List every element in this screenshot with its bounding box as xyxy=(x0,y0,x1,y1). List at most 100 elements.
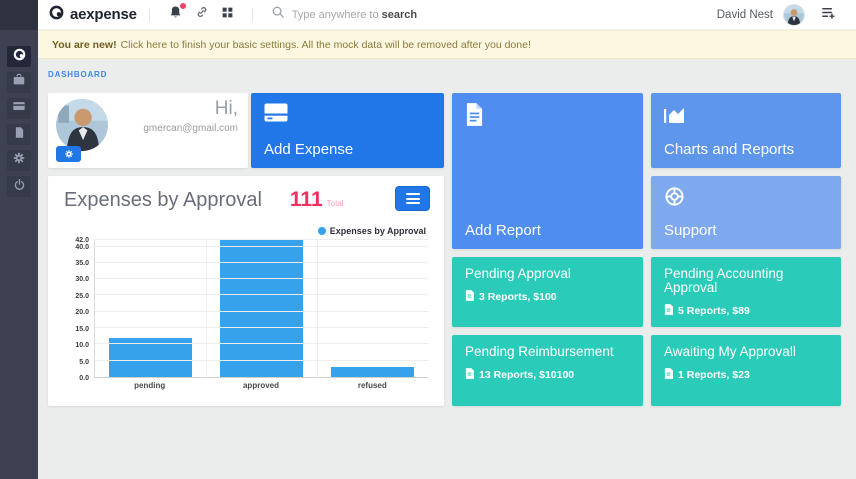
links-button[interactable] xyxy=(195,5,209,24)
document-icon xyxy=(664,304,673,318)
pending-accounting-approval-tile[interactable]: Pending Accounting Approval 5 Reports, $… xyxy=(651,257,841,327)
user-email: gmercan@gmail.com xyxy=(143,123,238,134)
x-tick-label: pending xyxy=(134,381,166,390)
topbar: aexpense Type anywhere to search xyxy=(38,0,856,30)
sidebar-item-reports[interactable] xyxy=(7,124,31,145)
apps-button[interactable] xyxy=(221,6,234,24)
charts-and-reports-tile[interactable]: Charts and Reports xyxy=(651,93,841,168)
y-tick-label: 0.0 xyxy=(79,375,89,382)
status-detail: 3 Reports, $100 xyxy=(465,290,630,304)
sidebar-item-dashboard[interactable] xyxy=(7,46,31,67)
y-tick-label: 42.0 xyxy=(75,237,89,244)
power-icon xyxy=(13,178,26,196)
bar-approved xyxy=(219,240,304,377)
chart-bars xyxy=(95,240,428,377)
report-file-icon xyxy=(13,126,26,144)
document-icon xyxy=(465,290,474,304)
chart-total-value: 111 xyxy=(289,188,323,211)
document-icon xyxy=(465,103,630,131)
gear-icon xyxy=(64,147,74,162)
status-detail: 1 Reports, $23 xyxy=(664,368,828,382)
status-title: Pending Approval xyxy=(465,266,571,281)
sidebar-item-logout[interactable] xyxy=(7,176,31,197)
profile-photo xyxy=(56,99,108,151)
quick-add-button[interactable] xyxy=(821,5,836,25)
sidebar-top-block xyxy=(0,0,38,30)
search-placeholder: Type anywhere to search xyxy=(291,8,418,21)
status-detail: 5 Reports, $89 xyxy=(664,304,828,318)
y-tick-label: 25.0 xyxy=(75,292,89,300)
chart-x-labels: pending approved refused xyxy=(94,381,428,390)
support-tile[interactable]: Support xyxy=(651,176,841,249)
search-input[interactable]: Type anywhere to search xyxy=(271,5,417,24)
status-title: Pending Accounting Approval xyxy=(664,266,784,296)
user-avatar[interactable] xyxy=(783,3,805,26)
gear-icon xyxy=(12,151,26,170)
y-tick-label: 10.0 xyxy=(75,342,89,350)
main-content: DASHBOARD Hi, gmercan@gmail.com xyxy=(38,59,856,479)
pending-reimbursement-tile[interactable]: Pending Reimbursement 13 Reports, $10100 xyxy=(452,335,643,406)
divider xyxy=(148,7,150,22)
status-title: Awaiting My Approvall xyxy=(664,344,796,359)
bar-refused xyxy=(330,367,415,377)
chart-menu-button[interactable] xyxy=(395,186,430,211)
profile-settings-button[interactable] xyxy=(56,146,81,162)
pending-approval-tile[interactable]: Pending Approval 3 Reports, $100 xyxy=(452,257,643,327)
add-report-tile[interactable]: Add Report xyxy=(452,93,643,249)
chart-legend: Expenses by Approval xyxy=(64,226,428,236)
sidebar-item-trips[interactable] xyxy=(7,72,31,93)
x-tick-label: approved xyxy=(242,381,279,390)
tile-label: Add Expense xyxy=(264,141,354,158)
awaiting-my-approval-tile[interactable]: Awaiting My Approvall 1 Reports, $23 xyxy=(651,335,841,406)
tile-label: Charts and Reports xyxy=(664,141,795,158)
link-icon xyxy=(195,5,209,24)
brand-name: aexpense xyxy=(70,6,137,23)
bell-icon xyxy=(168,5,183,25)
y-tick-label: 20.0 xyxy=(75,309,89,317)
expenses-chart-card: Expenses by Approval 111 Total Expenses … xyxy=(48,176,444,406)
y-tick-label: 35.0 xyxy=(75,260,89,267)
greeting-text: Hi, xyxy=(214,98,238,119)
sidebar xyxy=(0,0,38,479)
credit-card-icon xyxy=(12,99,26,118)
search-icon xyxy=(271,5,285,24)
area-chart-icon xyxy=(664,103,828,128)
chart-title: Expenses by Approval xyxy=(64,189,262,211)
alert-emphasis: You are new! xyxy=(52,38,117,51)
notifications-button[interactable] xyxy=(168,1,187,25)
notification-badge xyxy=(178,1,187,10)
tile-label: Add Report xyxy=(465,222,541,239)
add-expense-tile[interactable]: Add Expense xyxy=(251,93,444,168)
profile-card: Hi, gmercan@gmail.com xyxy=(48,93,248,168)
credit-card-icon xyxy=(264,103,431,127)
tile-label: Support xyxy=(664,222,717,239)
brand-logo-icon xyxy=(48,4,65,26)
welcome-alert[interactable]: You are new! Click here to finish your b… xyxy=(38,30,856,59)
life-ring-icon xyxy=(664,186,828,212)
grid-icon xyxy=(221,6,234,24)
user-name[interactable]: David Nest xyxy=(716,8,773,21)
alert-message: Click here to finish your basic settings… xyxy=(120,38,531,51)
y-tick-label: 15.0 xyxy=(75,325,89,333)
y-tick-label: 30.0 xyxy=(75,276,89,284)
sidebar-item-settings[interactable] xyxy=(7,150,31,171)
status-title: Pending Reimbursement xyxy=(465,344,614,359)
divider xyxy=(251,7,253,22)
chart-plot xyxy=(94,239,428,378)
y-tick-label: 40.0 xyxy=(75,243,89,251)
legend-dot xyxy=(317,227,326,235)
chart-total-label: Total xyxy=(326,199,344,208)
playlist-add-icon xyxy=(821,5,836,25)
chart-y-axis: 42.0 40.0 35.0 30.0 25.0 20.0 15.0 10.0 5.0 0.0 xyxy=(64,237,94,382)
status-detail: 13 Reports, $10100 xyxy=(465,368,630,382)
app-logo-icon xyxy=(12,47,27,67)
document-icon xyxy=(465,368,474,382)
breadcrumb: DASHBOARD xyxy=(48,70,108,79)
legend-label: Expenses by Approval xyxy=(329,226,426,236)
y-tick-label: 5.0 xyxy=(79,358,89,366)
document-icon xyxy=(664,368,673,382)
sidebar-item-expenses[interactable] xyxy=(7,98,31,119)
brand[interactable]: aexpense xyxy=(48,4,137,26)
x-tick-label: refused xyxy=(357,381,387,390)
